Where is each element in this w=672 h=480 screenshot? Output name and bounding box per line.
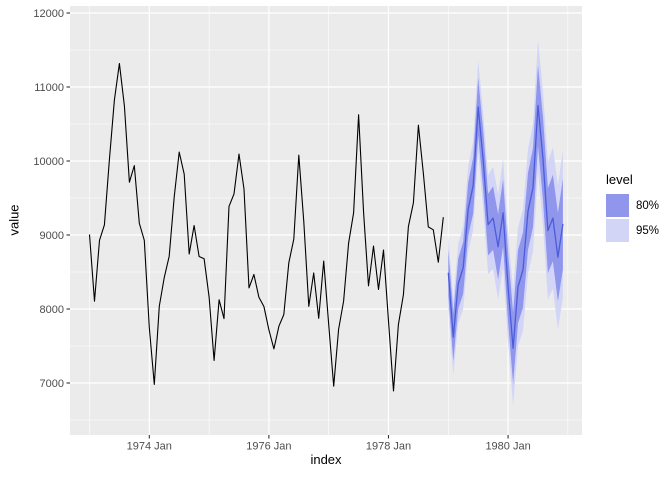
legend-key-swatch — [606, 194, 629, 217]
x-tick-label: 1974 Jan — [127, 441, 172, 453]
y-tick-label: 12000 — [33, 8, 64, 20]
forecast-mean-line — [447, 104, 564, 349]
x-tick-label: 1976 Jan — [246, 441, 291, 453]
legend-item-95: 95% — [606, 219, 659, 242]
interval-ribbon-80 — [448, 65, 563, 384]
legend-item-80: 80% — [606, 194, 659, 217]
x-axis-title: index — [310, 452, 342, 467]
legend-title: level — [606, 172, 633, 187]
y-axis-title: value — [6, 204, 22, 236]
legend-item-label: 80% — [636, 199, 660, 212]
legend-item-label: 95% — [636, 224, 660, 237]
y-tick-label: 11000 — [34, 82, 64, 94]
y-tick-label: 10000 — [33, 156, 64, 168]
legend-key-swatch — [606, 219, 629, 242]
x-tick-label: 1980 Jan — [485, 441, 530, 453]
legend-items: 80% 95% — [606, 194, 659, 242]
x-tick-label: 1978 Jan — [366, 441, 411, 453]
legend: level 80% 95% — [606, 172, 659, 244]
y-tick-label: 9000 — [40, 230, 64, 242]
y-tick-label: 8000 — [40, 304, 64, 316]
y-tick-label: 7000 — [40, 378, 64, 390]
observed-series-line — [88, 62, 444, 392]
